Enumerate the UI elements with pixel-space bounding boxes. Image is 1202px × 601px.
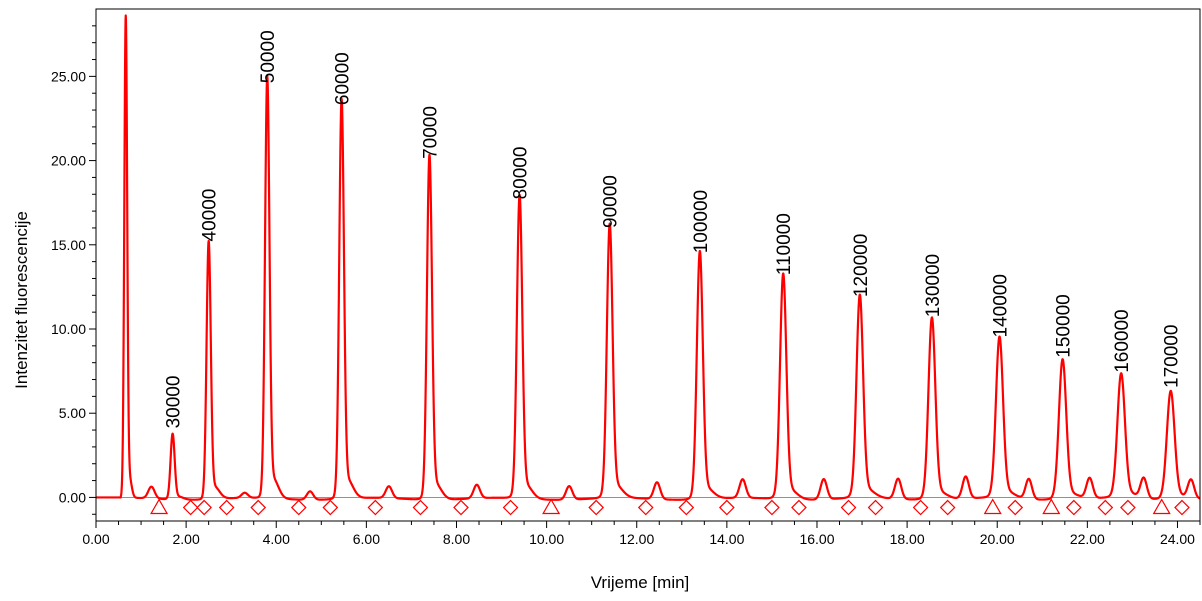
diamond-marker (502, 499, 519, 516)
tick-labels: 0.00 2.00 4.00 6.00 8.00 10.00 12.00 14.00 16.00… (51, 68, 1195, 547)
diamond-marker (939, 499, 956, 516)
plot-frame (95, 8, 1201, 522)
diamond-marker (1120, 499, 1136, 516)
y-tick-label: 20.00 (51, 153, 86, 169)
triangle-marker (542, 498, 561, 515)
diamond-marker (453, 499, 469, 516)
triangle-marker (983, 498, 1002, 515)
peak-label: 160000 (1112, 309, 1133, 372)
diamond-marker (250, 499, 267, 516)
y-tick-label: 10.00 (51, 321, 86, 337)
integration-markers (150, 498, 1190, 516)
peak-label: 140000 (991, 274, 1012, 337)
x-tick-label: 10.00 (529, 531, 564, 547)
chromatogram-trace (95, 14, 1201, 501)
diamond-marker (322, 499, 339, 516)
diamond-marker (1097, 499, 1114, 516)
diamond-marker (182, 499, 199, 516)
diamond-marker (719, 499, 735, 516)
diamond-marker (367, 499, 384, 516)
diamond-marker (912, 499, 929, 516)
peak-label: 100000 (691, 190, 712, 253)
x-tick-label: 16.00 (799, 531, 834, 547)
peak-label: 90000 (601, 175, 622, 228)
peak-label: 170000 (1162, 325, 1183, 388)
x-tick-label: 18.00 (890, 531, 925, 547)
peak-label: 30000 (164, 376, 185, 429)
diamond-marker (588, 499, 605, 516)
x-tick-label: 12.00 (619, 531, 654, 547)
diamond-marker (1065, 499, 1082, 516)
peak-label: 150000 (1054, 294, 1075, 357)
peak-label: 80000 (511, 147, 532, 200)
y-tick-label: 15.00 (51, 237, 86, 253)
peak-labels: 30000 40000 50000 60000 70000 80000 90000 10000… (164, 30, 1183, 428)
axis-ticks (89, 25, 1201, 528)
x-tick-label: 2.00 (172, 531, 199, 547)
x-axis-title: Vrijeme [min] (591, 573, 690, 592)
x-tick-label: 6.00 (353, 531, 380, 547)
diamond-marker (867, 499, 884, 516)
diamond-marker (791, 499, 807, 516)
peak-label: 40000 (200, 189, 221, 242)
y-tick-label: 25.00 (51, 68, 86, 84)
peak-label: 50000 (258, 30, 279, 83)
x-tick-label: 8.00 (443, 531, 470, 547)
peak-label: 120000 (851, 234, 872, 297)
diamond-marker (1174, 499, 1190, 516)
triangle-marker (1152, 498, 1171, 515)
diamond-marker (412, 499, 429, 516)
y-tick-label: 5.00 (59, 405, 86, 421)
diamond-marker (1007, 499, 1024, 516)
x-tick-label: 0.00 (82, 531, 109, 547)
diamond-marker (196, 499, 212, 516)
diamond-marker (840, 499, 857, 516)
x-tick-label: 22.00 (1070, 531, 1105, 547)
diamond-marker (764, 499, 780, 516)
x-tick-label: 4.00 (263, 531, 290, 547)
y-axis-title: Intenzitet fluorescencije (12, 211, 31, 389)
y-tick-label: 0.00 (59, 489, 86, 505)
peak-label: 130000 (923, 254, 944, 317)
diamond-marker (218, 499, 235, 516)
x-tick-label: 24.00 (1160, 531, 1195, 547)
triangle-marker (150, 498, 169, 515)
x-tick-label: 20.00 (980, 531, 1015, 547)
triangle-marker (1042, 498, 1061, 515)
peak-label: 110000 (774, 213, 795, 275)
x-tick-label: 14.00 (709, 531, 744, 547)
diamond-marker (678, 499, 695, 516)
diamond-marker (290, 499, 307, 516)
peak-label: 60000 (333, 52, 354, 105)
peak-label: 70000 (421, 106, 442, 159)
diamond-marker (637, 499, 654, 516)
